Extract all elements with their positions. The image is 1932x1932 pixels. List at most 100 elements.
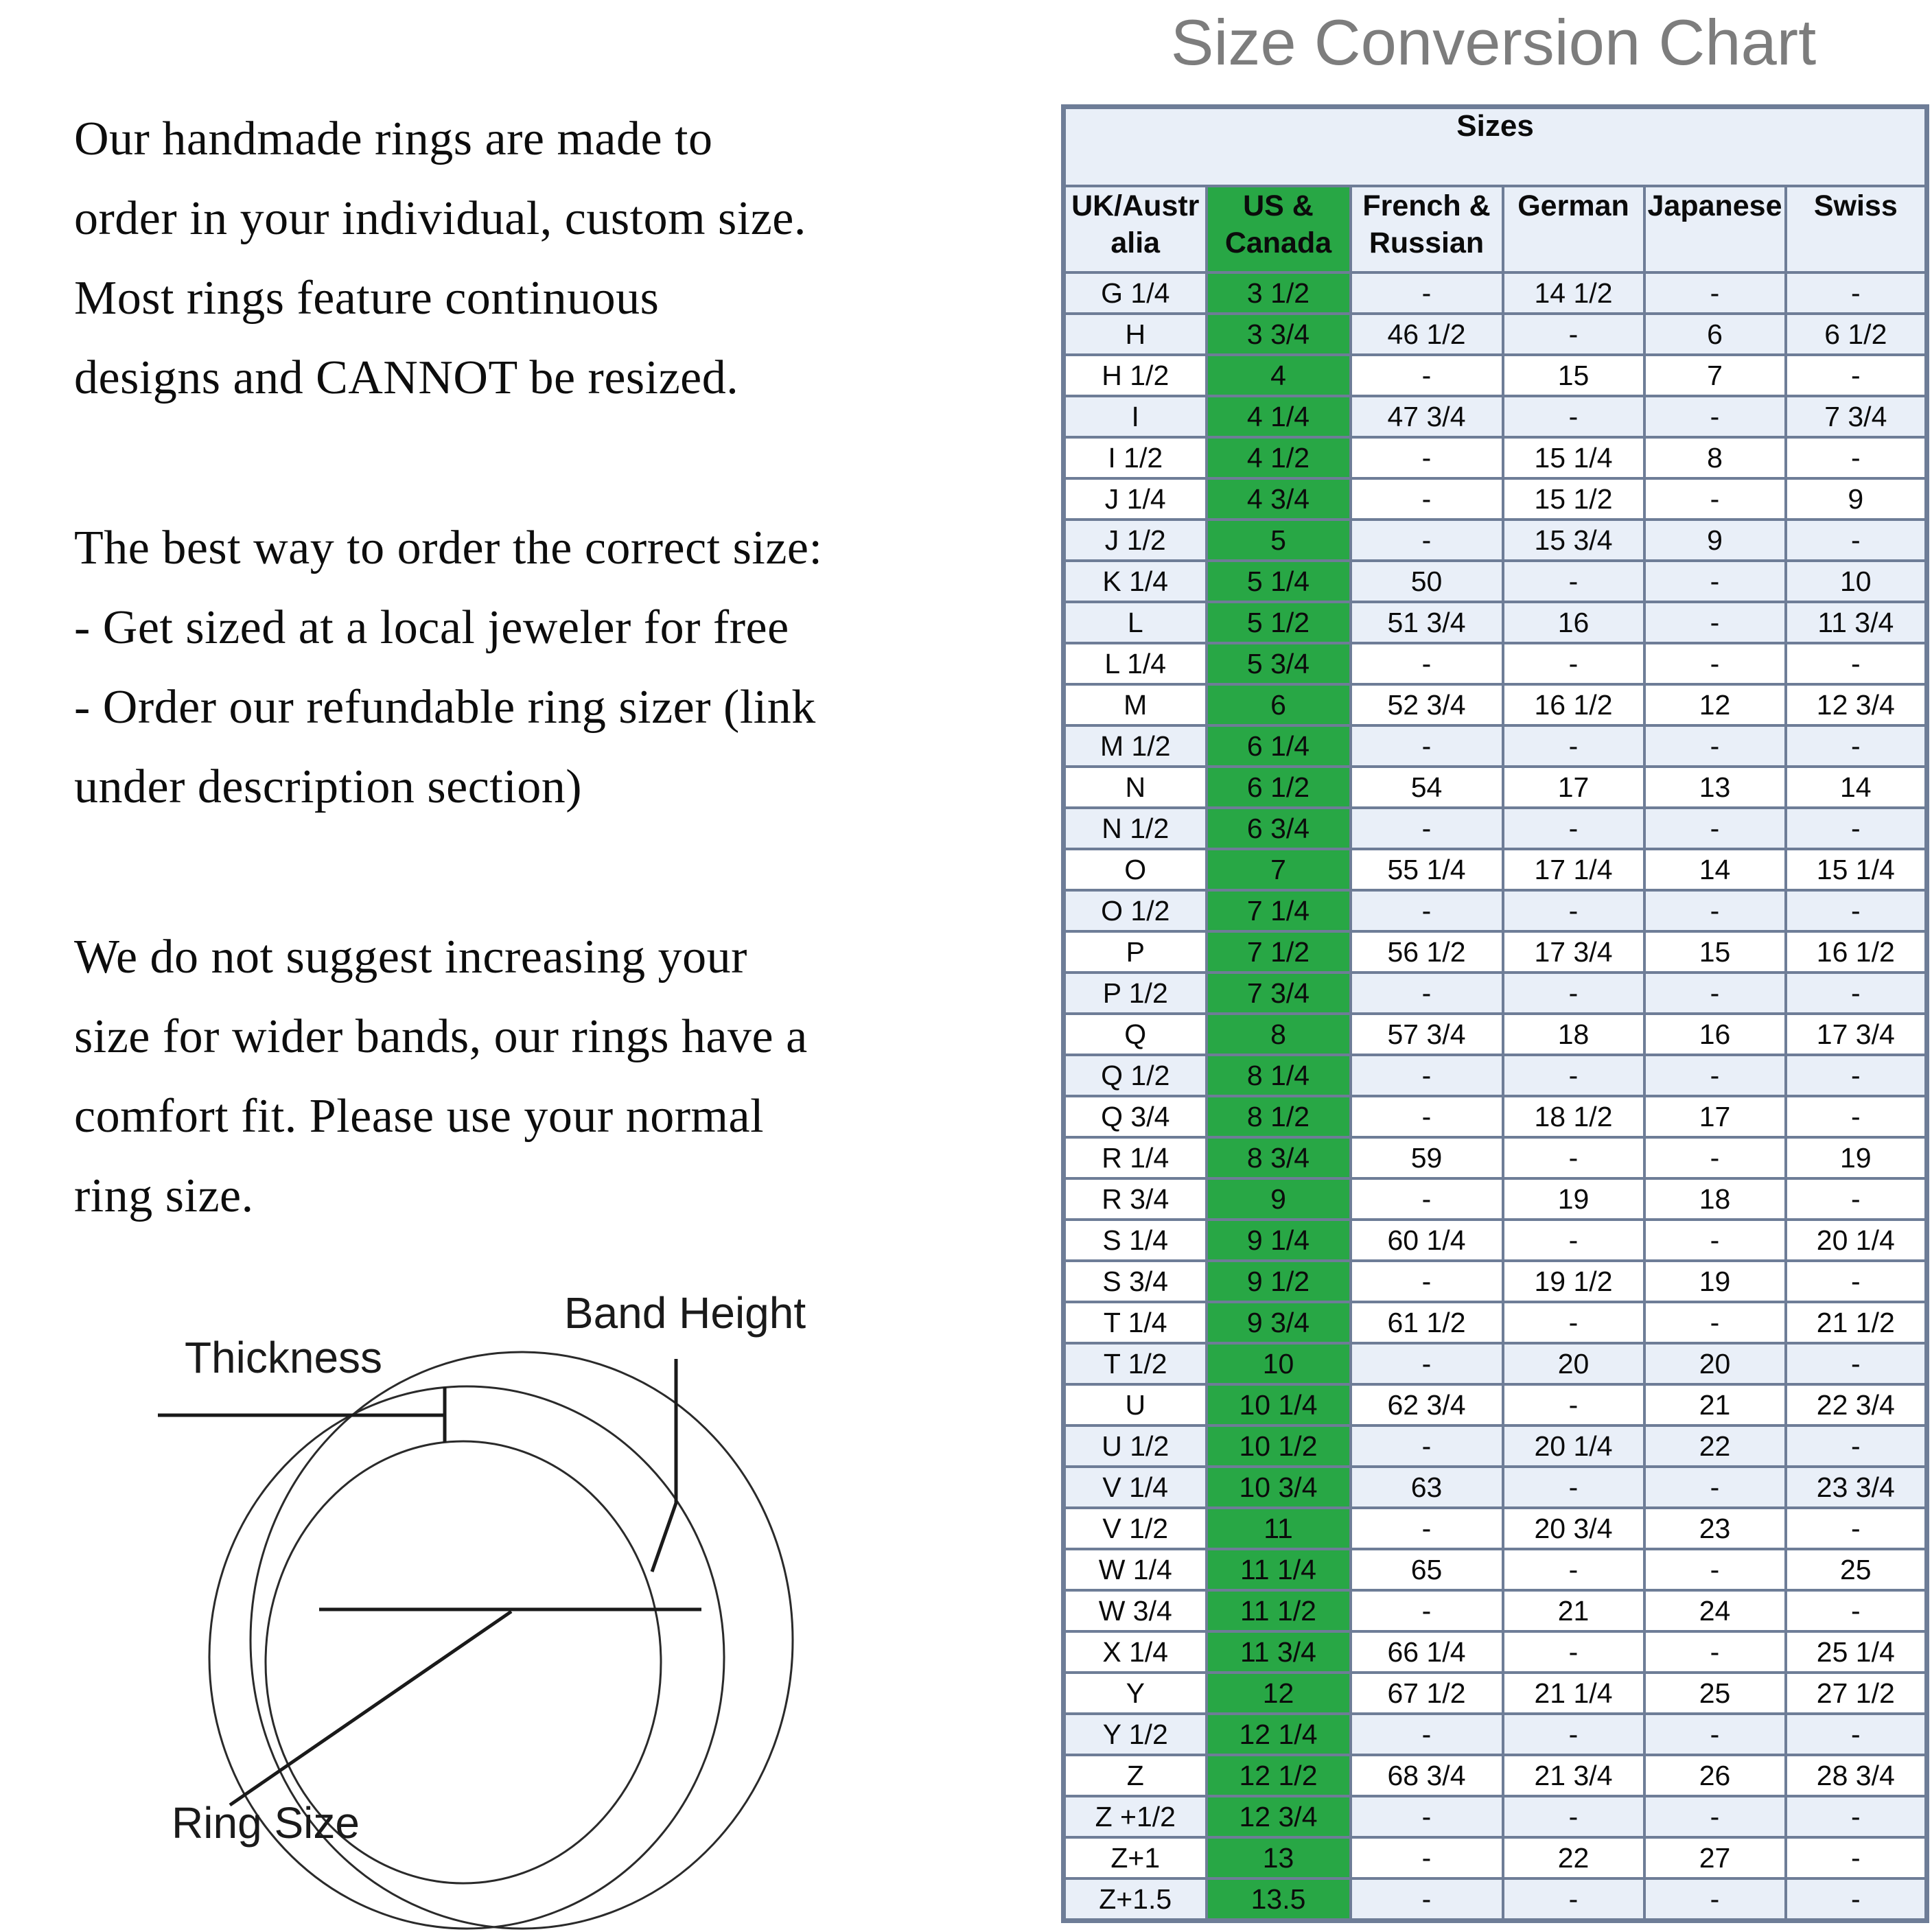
- table-row: X 1/4 11 3/4 66 1/4- -25 1/4: [1062, 1630, 1929, 1674]
- table-cell: 61 1/2: [1349, 1301, 1504, 1345]
- table-cell: 6: [1204, 683, 1352, 727]
- table-cell: 7 3/4: [1784, 395, 1929, 439]
- table-cell: 59: [1349, 1136, 1504, 1180]
- table-cell: 9 3/4: [1204, 1301, 1352, 1345]
- table-cell: -: [1642, 971, 1787, 1015]
- size-conversion-table: Sizes UK/Austr alia US & Canada French & R…: [1061, 104, 1930, 1923]
- ring-outer-front-ellipse: [208, 1385, 725, 1930]
- table-cell: -: [1642, 1465, 1787, 1509]
- table-cell: 22: [1501, 1836, 1646, 1880]
- table-cell: 11: [1204, 1506, 1352, 1550]
- column-header-2: US & Canada: [1204, 185, 1352, 274]
- table-cell: 14 1/2: [1501, 271, 1646, 315]
- table-cell: 21 3/4: [1501, 1754, 1646, 1797]
- table-cell: 17 3/4: [1501, 930, 1646, 974]
- column-header-row: UK/Austr alia US & Canada French & Russian…: [1062, 185, 1929, 274]
- column-header-6: Swiss: [1784, 185, 1929, 274]
- table-cell: -: [1349, 518, 1504, 562]
- table-row: Q 1/2 8 1/4- - - -: [1062, 1054, 1929, 1097]
- table-cell: -: [1642, 1712, 1787, 1756]
- table-cell: L 1/4: [1062, 642, 1208, 686]
- table-cell: 12 3/4: [1204, 1795, 1352, 1839]
- table-cell: 50: [1349, 559, 1504, 603]
- column-header-1: UK/Austr alia: [1062, 185, 1208, 274]
- table-cell: 52 3/4: [1349, 683, 1504, 727]
- table-cell: 7 3/4: [1204, 971, 1352, 1015]
- table-cell: -: [1501, 724, 1646, 768]
- table-cell: R 1/4: [1062, 1136, 1208, 1180]
- table-cell: 16 1/2: [1501, 683, 1646, 727]
- table-cell: 24: [1642, 1589, 1787, 1633]
- table-cell: -: [1642, 395, 1787, 439]
- table-cell: 16 1/2: [1784, 930, 1929, 974]
- table-cell: Y 1/2: [1062, 1712, 1208, 1756]
- table-row: M 6 52 3/4 16 1/2 12 12 3/4: [1062, 683, 1929, 727]
- table-cell: -: [1501, 1465, 1646, 1509]
- table-cell: 18 1/2: [1501, 1095, 1646, 1139]
- table-row: G 1/4 3 1/2-14 1/2- -: [1062, 271, 1929, 315]
- table-cell: S 1/4: [1062, 1218, 1208, 1262]
- table-cell: -: [1784, 1259, 1929, 1303]
- table-cell: -: [1501, 1054, 1646, 1097]
- table-cell: -: [1501, 312, 1646, 356]
- table-cell: 11 1/2: [1204, 1589, 1352, 1633]
- table-row: W 3/4 11 1/2-21 24-: [1062, 1589, 1929, 1633]
- table-cell: 15 1/4: [1784, 848, 1929, 892]
- table-cell: -: [1642, 1136, 1787, 1180]
- table-cell: 18: [1501, 1012, 1646, 1056]
- table-cell: 51 3/4: [1349, 601, 1504, 644]
- table-row: W 1/4 11 1/4 65- -25: [1062, 1548, 1929, 1592]
- table-cell: 14: [1642, 848, 1787, 892]
- table-cell: S 3/4: [1062, 1259, 1208, 1303]
- table-cell: -: [1501, 1301, 1646, 1345]
- table-cell: 20: [1501, 1342, 1646, 1386]
- table-cell: -: [1784, 1054, 1929, 1097]
- table-cell: 65: [1349, 1548, 1504, 1592]
- table-cell: 20 1/4: [1501, 1424, 1646, 1468]
- table-cell: 15 1/4: [1501, 436, 1646, 480]
- table-cell: -: [1349, 1589, 1504, 1633]
- merged-header-row: Sizes: [1062, 105, 1929, 187]
- table-cell: 5: [1204, 518, 1352, 562]
- table-cell: 6: [1642, 312, 1787, 356]
- table-cell: 47 3/4: [1349, 395, 1504, 439]
- table-cell: 23: [1642, 1506, 1787, 1550]
- table-cell: -: [1349, 1259, 1504, 1303]
- table-cell: -: [1501, 1383, 1646, 1427]
- table-cell: -: [1349, 642, 1504, 686]
- table-cell: 12 3/4: [1784, 683, 1929, 727]
- table-cell: -: [1501, 1630, 1646, 1674]
- table-cell: -: [1501, 889, 1646, 933]
- table-cell: 17 1/4: [1501, 848, 1646, 892]
- table-cell: -: [1501, 1136, 1646, 1180]
- table-cell: W 3/4: [1062, 1589, 1208, 1633]
- table-cell: -: [1642, 1054, 1787, 1097]
- table-cell: -: [1784, 1712, 1929, 1756]
- table-row: Z +1/2 12 3/4- - - -: [1062, 1795, 1929, 1839]
- band-height-label: Band Height: [564, 1288, 806, 1338]
- column-header-3: French & Russian: [1349, 185, 1504, 274]
- table-cell: 27 1/2: [1784, 1671, 1929, 1715]
- table-cell: -: [1784, 1506, 1929, 1550]
- table-cell: U 1/2: [1062, 1424, 1208, 1468]
- table-cell: Z +1/2: [1062, 1795, 1208, 1839]
- table-cell: -: [1784, 806, 1929, 850]
- table-cell: M: [1062, 683, 1208, 727]
- table-cell: -: [1349, 971, 1504, 1015]
- table-cell: 8: [1204, 1012, 1352, 1056]
- table-row: J 1/2 5-15 3/4 9-: [1062, 518, 1929, 562]
- table-cell: 14: [1784, 765, 1929, 809]
- table-cell: 8 1/2: [1204, 1095, 1352, 1139]
- table-cell: 9: [1784, 477, 1929, 521]
- table-row: V 1/4 10 3/4 63- -23 3/4: [1062, 1465, 1929, 1509]
- table-cell: 56 1/2: [1349, 930, 1504, 974]
- table-cell: -: [1642, 889, 1787, 933]
- table-cell: -: [1784, 353, 1929, 397]
- table-cell: 57 3/4: [1349, 1012, 1504, 1056]
- table-row: U 1/2 10 1/2-20 1/4 22-: [1062, 1424, 1929, 1468]
- intro-paragraph-2: The best way to order the correct size: …: [74, 522, 823, 813]
- table-cell: 66 1/4: [1349, 1630, 1504, 1674]
- table-cell: 7 1/4: [1204, 889, 1352, 933]
- table-cell: 22: [1642, 1424, 1787, 1468]
- table-row: Z+1 13-22 27-: [1062, 1836, 1929, 1880]
